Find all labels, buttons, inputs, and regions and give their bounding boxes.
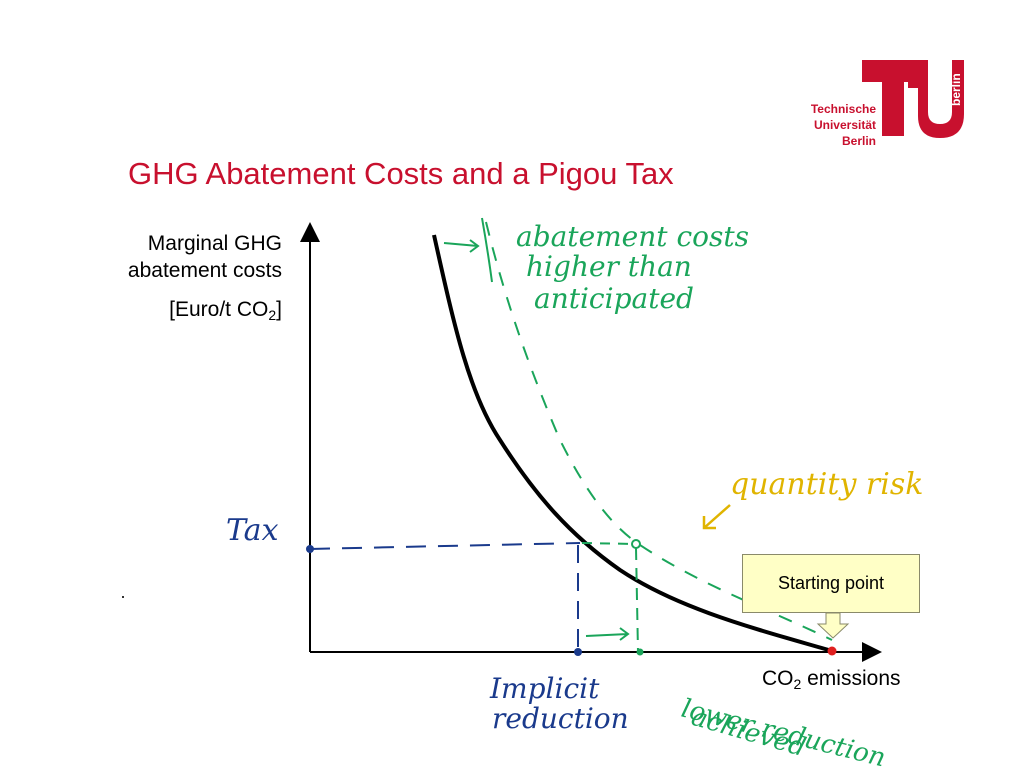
- abatement-note-line-2: higher than: [526, 250, 692, 283]
- logo-line-3: Berlin: [841, 134, 876, 148]
- abatement-note-line-3: anticipated: [534, 282, 694, 315]
- logo-wordmark: Technische Universität Berlin: [800, 101, 876, 149]
- y-axis-unit-sub: 2: [268, 307, 277, 323]
- y-axis-label: Marginal GHG abatement costs [Euro/t CO2…: [128, 230, 282, 329]
- logo-line-2: Universität: [813, 118, 876, 132]
- callout-pointer: [816, 612, 850, 639]
- tax-dot: [306, 545, 314, 553]
- logo-line-1: Technische: [810, 102, 876, 116]
- quantity-risk-arrow: [702, 504, 731, 530]
- lower-reduction-drop: [635, 547, 639, 653]
- implicit-reduction-dot: [574, 648, 582, 656]
- y-axis-label-line-1: Marginal GHG: [147, 232, 282, 255]
- y-axis-unit: [Euro/t CO2]: [128, 296, 282, 329]
- abatement-bracket: [481, 217, 493, 283]
- x-axis-label-suffix: emissions: [801, 667, 901, 690]
- higher-cost-curve: [485, 221, 833, 641]
- logo-side-text: berlin: [949, 73, 963, 106]
- y-axis-unit-prefix: [Euro/t CO: [169, 298, 269, 321]
- tax-line-extension: [581, 542, 637, 545]
- curve-shift-arrow: [443, 239, 480, 253]
- x-axis-label: CO2 emissions: [762, 667, 901, 692]
- lower-reduction-dot: [636, 648, 644, 656]
- starting-point-callout: Starting point: [742, 554, 920, 613]
- y-axis-unit-suffix: ]: [276, 298, 282, 321]
- tax-annotation: Tax: [226, 513, 279, 548]
- implicit-reduction-line-1: Implicit: [489, 672, 600, 705]
- tax-line: [309, 542, 581, 550]
- x-axis-label-prefix: CO: [762, 667, 794, 690]
- slide-title: GHG Abatement Costs and a Pigou Tax: [128, 156, 674, 191]
- tu-berlin-logo: berlin: [862, 60, 964, 138]
- reduction-shift-arrow: [585, 627, 630, 641]
- stray-dot: [122, 596, 124, 598]
- implicit-reduction-line-2: reduction: [492, 702, 629, 735]
- starting-point-dot: [827, 646, 837, 656]
- quantity-risk-note: quantity risk: [730, 467, 923, 502]
- logo-u-shape: [908, 60, 964, 138]
- abatement-cost-curve: [432, 234, 833, 653]
- x-axis-label-sub: 2: [793, 676, 802, 692]
- abatement-note-line-1: abatement costs: [516, 220, 749, 253]
- y-axis-label-line-2: abatement costs: [127, 259, 282, 282]
